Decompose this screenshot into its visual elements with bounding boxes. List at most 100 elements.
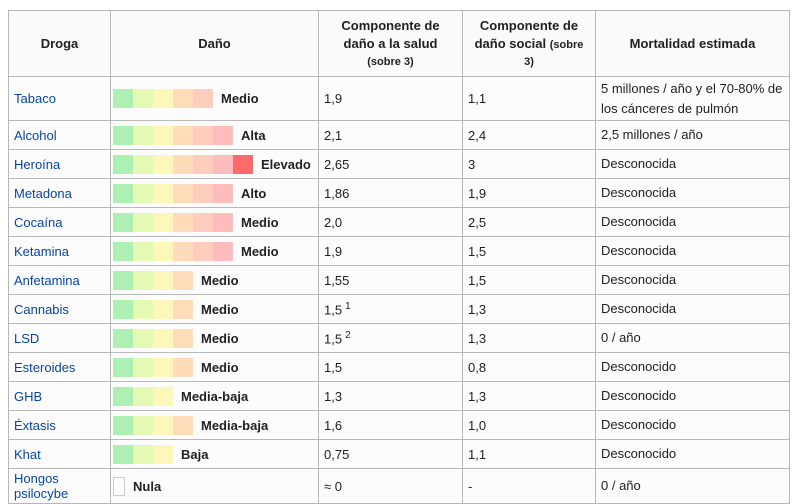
drug-link[interactable]: Anfetamina	[14, 272, 80, 288]
harm-level-label: Medio	[201, 301, 239, 317]
table-row: Metadona Alto 1,86 1,9 Desconocida	[8, 178, 790, 209]
drug-link[interactable]: LSD	[14, 330, 40, 346]
harm-cell: Baja	[110, 439, 319, 470]
social-score-cell: 1,1	[462, 439, 596, 470]
table-row: Anfetamina Medio 1,55 1,5 Desconocida	[8, 265, 790, 296]
drug-link[interactable]: Hongos psilocybe	[14, 471, 69, 502]
harm-bar-segment	[113, 183, 133, 203]
drug-link[interactable]: Cannabis	[14, 301, 69, 317]
drug-link[interactable]: Alcohol	[14, 127, 57, 143]
harm-level-label: Medio	[241, 243, 279, 259]
column-header-salud-label: Componente de daño a la salud	[341, 18, 440, 51]
drug-name-cell: Hongos psilocybe	[8, 468, 111, 504]
drug-link[interactable]: Metadona	[14, 185, 72, 201]
mortality-cell: 5 millones / año y el 70-80% de los cánc…	[595, 76, 790, 122]
harm-bar-segment	[193, 89, 213, 109]
harm-bar-empty-segment	[113, 476, 125, 496]
harm-bar: Nula	[113, 476, 316, 496]
column-header-salud-note: (sobre 3)	[367, 56, 414, 69]
column-header-social: Componente de daño social (sobre 3)	[462, 9, 596, 78]
social-score-cell: 1,3	[462, 294, 596, 325]
column-header-salud: Componente de daño a la salud (sobre 3)	[318, 9, 463, 78]
harm-bar-segment	[153, 415, 173, 435]
drug-link[interactable]: Esteroides	[14, 359, 76, 375]
drug-link[interactable]: GHB	[14, 388, 43, 404]
harm-bar-segment	[173, 415, 193, 435]
harm-bar-segment	[173, 212, 193, 232]
harm-bar: Elevado	[113, 154, 316, 174]
table-row: Tabaco Medio 1,9 1,1 5 millones / año y el 7…	[8, 76, 790, 122]
drug-name-cell: LSD	[8, 323, 111, 354]
table-row: Ketamina Medio 1,9 1,5 Desconocida	[8, 236, 790, 267]
harm-bar-segment	[173, 357, 193, 377]
harm-bar-segment	[133, 183, 153, 203]
harm-bar-segment	[113, 357, 133, 377]
table-row: Heroína Elevado 2,65 3 Desconocida	[8, 149, 790, 180]
harm-bar-segment	[133, 89, 153, 109]
harm-bar-segment	[133, 212, 153, 232]
mortality-cell: Desconocido	[595, 381, 790, 412]
table-header: Droga Daño Componente de daño a la salud…	[8, 9, 790, 78]
table-row: Esteroides Medio 1,5 0,8 Desconocido	[8, 352, 790, 383]
social-score-cell: 1,0	[462, 410, 596, 441]
harm-bar-segment	[133, 299, 153, 319]
social-score-cell: 2,4	[462, 120, 596, 151]
harm-bar-segment	[193, 154, 213, 174]
drug-name-cell: GHB	[8, 381, 111, 412]
harm-bar-segment	[213, 125, 233, 145]
mortality-cell: 2,5 millones / año	[595, 120, 790, 151]
health-score-cell: 1,55	[318, 265, 463, 296]
harm-bar: Media-baja	[113, 386, 316, 406]
table-row: Cocaína Medio 2,0 2,5 Desconocida	[8, 207, 790, 238]
drug-link[interactable]: Cocaína	[14, 214, 63, 230]
column-header-dano: Daño	[110, 9, 319, 78]
harm-bar-segment	[113, 270, 133, 290]
harm-bar-segment	[153, 241, 173, 261]
drug-link[interactable]: Éxtasis	[14, 417, 56, 433]
harm-bar-segment	[113, 328, 133, 348]
harm-bar-segment	[153, 212, 173, 232]
health-score-cell: 1,86	[318, 178, 463, 209]
health-score-cell: 2,1	[318, 120, 463, 151]
harm-cell: Elevado	[110, 149, 319, 180]
harm-bar-segment	[153, 183, 173, 203]
harm-bar-segment	[113, 444, 133, 464]
harm-cell: Medio	[110, 323, 319, 354]
harm-cell: Medio	[110, 236, 319, 267]
column-header-droga-label: Droga	[40, 35, 79, 51]
harm-bar-segment	[173, 183, 193, 203]
drug-name-cell: Esteroides	[8, 352, 111, 383]
health-score-cell: 1,5	[318, 352, 463, 383]
drug-link[interactable]: Ketamina	[14, 243, 69, 259]
drug-link[interactable]: Heroína	[14, 156, 61, 172]
drug-name-cell: Heroína	[8, 149, 111, 180]
drug-name-cell: Éxtasis	[8, 410, 111, 441]
mortality-cell: Desconocido	[595, 410, 790, 441]
harm-bar-segment	[113, 89, 133, 109]
harm-bar-segment	[133, 270, 153, 290]
harm-bar-segment	[113, 415, 133, 435]
harm-bar-segment	[133, 444, 153, 464]
harm-bar-segment	[173, 299, 193, 319]
harm-bar-segment	[133, 154, 153, 174]
column-header-mortalidad-label: Mortalidad estimada	[629, 35, 756, 51]
harm-bar: Medio	[113, 241, 316, 261]
harm-bar-segment	[113, 241, 133, 261]
table-row: Khat Baja 0,75 1,1 Desconocido	[8, 439, 790, 470]
health-score-cell: 2,65	[318, 149, 463, 180]
harm-cell: Alto	[110, 178, 319, 209]
drug-link[interactable]: Khat	[14, 446, 41, 462]
harm-bar-segment	[133, 386, 153, 406]
mortality-cell: 0 / año	[595, 323, 790, 354]
health-score-cell: 1,5 2	[318, 323, 463, 354]
drug-name-cell: Alcohol	[8, 120, 111, 151]
harm-bar-segment	[213, 212, 233, 232]
social-score-cell: 1,5	[462, 265, 596, 296]
table-row: Hongos psilocybe Nula ≈ 0-0 / año	[8, 468, 790, 504]
footnote-ref: 2	[345, 330, 351, 342]
harm-bar-segment	[193, 241, 213, 261]
harm-bar: Medio	[113, 270, 316, 290]
drug-link[interactable]: Tabaco	[14, 91, 56, 107]
harm-bar: Medio	[113, 212, 316, 232]
